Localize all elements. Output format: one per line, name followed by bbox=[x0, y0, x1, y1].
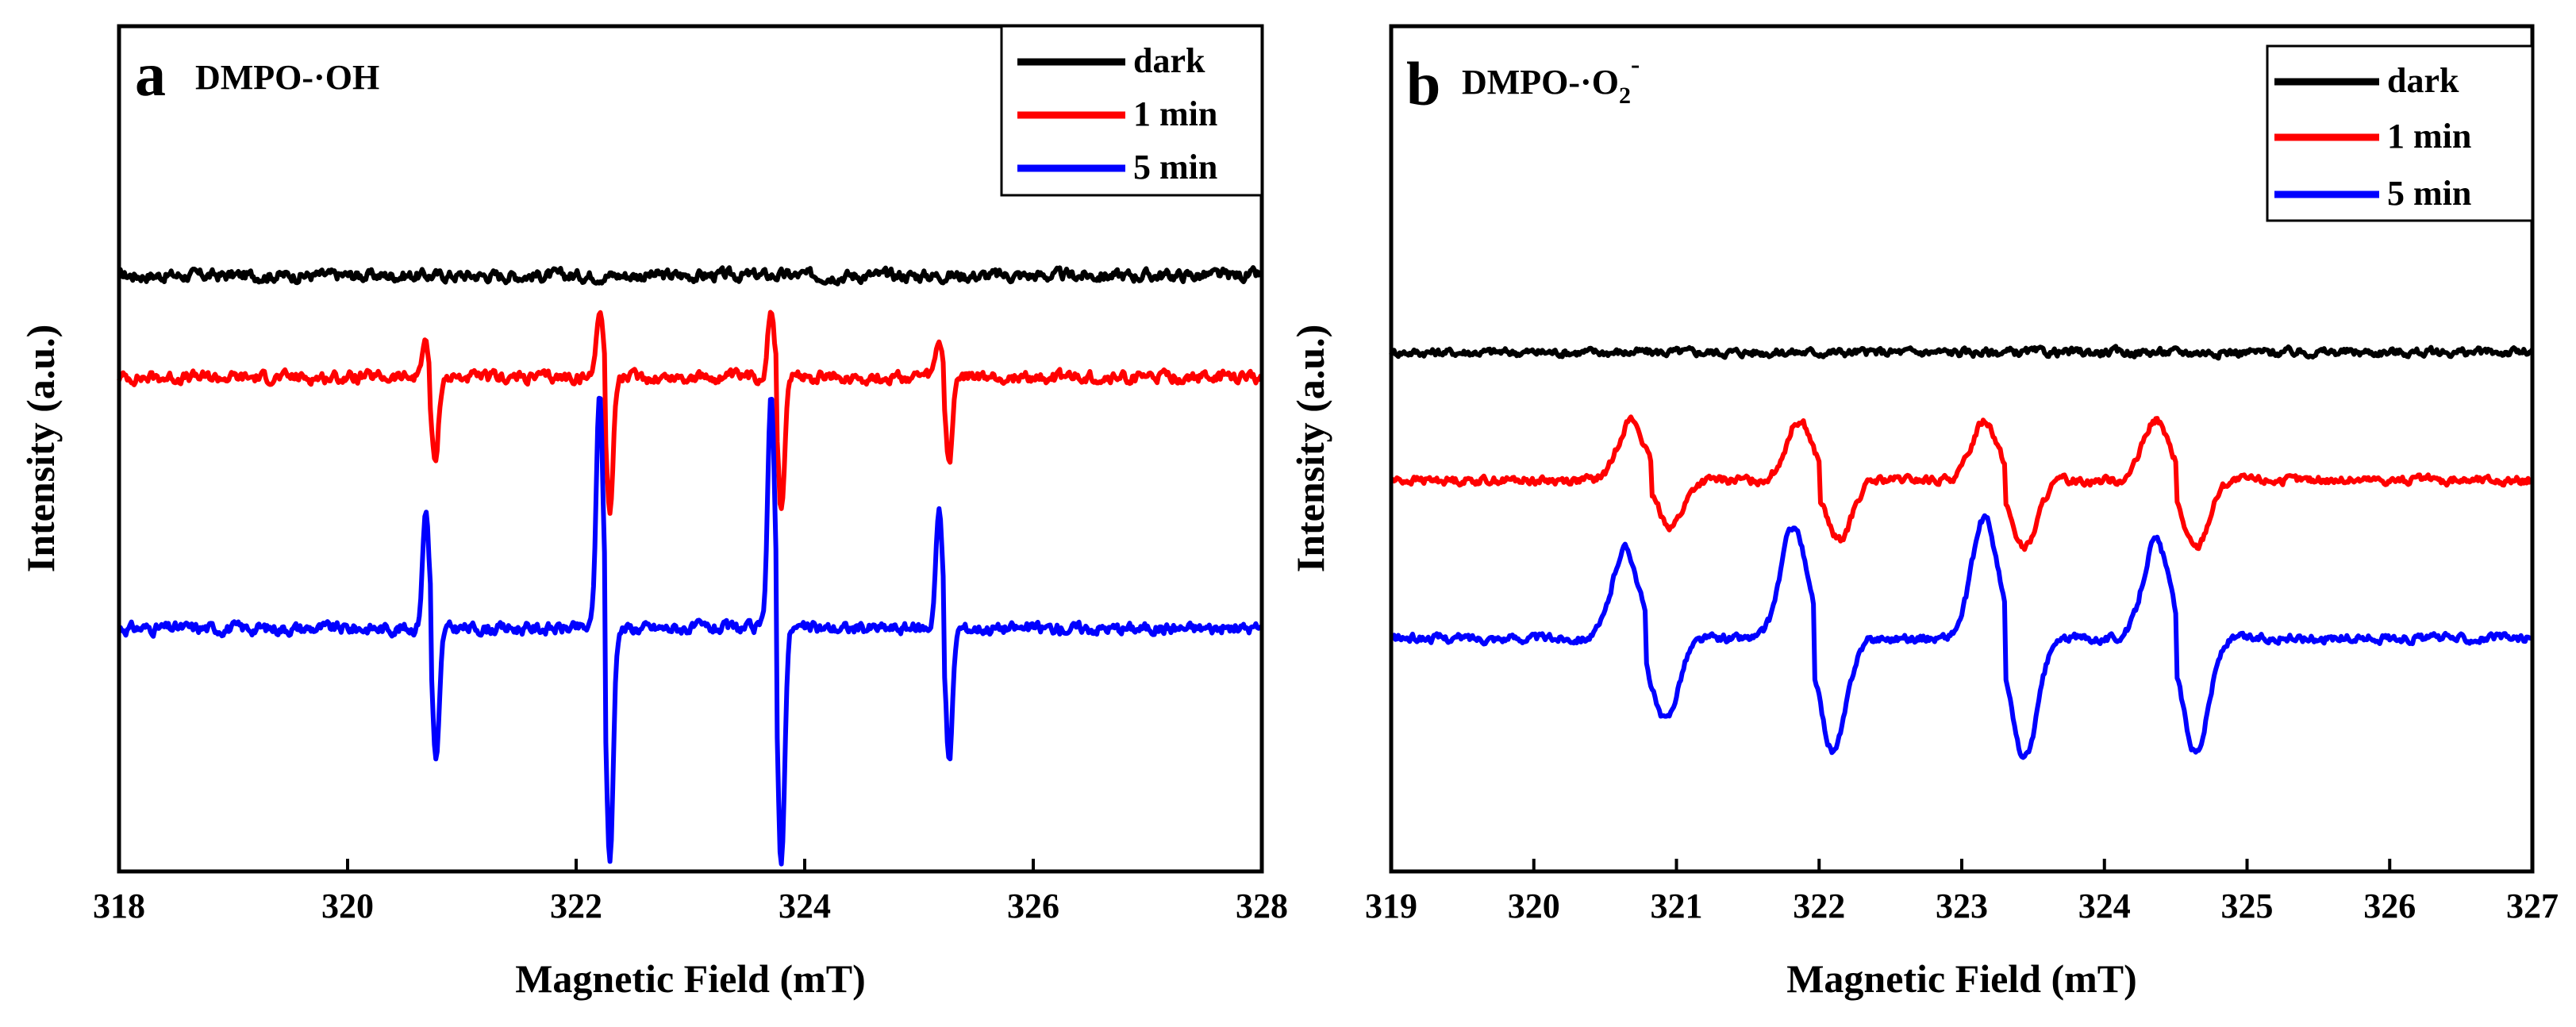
x-tick-label: 318 bbox=[93, 887, 145, 925]
panel-b-xlabel: Magnetic Field (mT) bbox=[1786, 956, 2137, 1001]
x-tick-label: 324 bbox=[779, 887, 831, 925]
legend-a-label-dark: dark bbox=[1133, 41, 1205, 80]
x-tick-label: 327 bbox=[2506, 887, 2559, 925]
legend-a-label-5min: 5 min bbox=[1133, 148, 1217, 187]
panel-b-series-5min bbox=[1390, 513, 2535, 760]
x-tick-label: 319 bbox=[1365, 887, 1417, 925]
panel-b: 319 320 321 322 323 324 325 326 327 b DMPO-·O2- … bbox=[1288, 24, 2559, 1001]
x-tick-label: 320 bbox=[321, 887, 374, 925]
x-tick-label: 323 bbox=[1936, 887, 1988, 925]
x-tick-label: 322 bbox=[1793, 887, 1845, 925]
legend-b-label-5min: 5 min bbox=[2387, 174, 2471, 213]
panel-a-series bbox=[117, 265, 1264, 867]
panel-a-title: DMPO-·OH bbox=[195, 58, 379, 97]
legend-a-label-1min: 1 min bbox=[1133, 94, 1217, 133]
x-tick-label: 322 bbox=[550, 887, 602, 925]
legend-b-label-dark: dark bbox=[2387, 61, 2459, 100]
panel-b-series-1min bbox=[1389, 414, 2534, 552]
panel-a-xlabel: Magnetic Field (mT) bbox=[515, 956, 866, 1001]
panel-b-ylabel: Intensity (a.u.) bbox=[1288, 325, 1332, 573]
panel-b-legend: dark 1 min 5 min bbox=[2266, 44, 2534, 222]
panel-b-title-main: DMPO-·O bbox=[1462, 63, 1619, 102]
panel-a-label: a bbox=[135, 40, 166, 109]
x-tick-label: 320 bbox=[1508, 887, 1560, 925]
panel-a-frame bbox=[117, 24, 1264, 874]
panel-a-legend: dark 1 min 5 min bbox=[1000, 25, 1263, 197]
x-tick-label: 325 bbox=[2221, 887, 2274, 925]
x-tick-label: 328 bbox=[1236, 887, 1288, 925]
panel-b-title: DMPO-·O2- bbox=[1462, 50, 1640, 109]
panel-a: 318 320 322 324 326 328 a DMPO-·OH dark 1 min… bbox=[18, 24, 1288, 1001]
panel-b-title-sub: 2 bbox=[1619, 83, 1631, 109]
x-tick-label: 326 bbox=[1007, 887, 1059, 925]
panel-a-ticks: 318 320 322 324 326 328 bbox=[93, 859, 1288, 925]
panel-a-series-5min bbox=[117, 395, 1263, 867]
panel-b-title-sup: - bbox=[1631, 50, 1640, 79]
panel-b-series-dark bbox=[1389, 344, 2535, 361]
panel-a-series-1min bbox=[117, 310, 1264, 516]
panel-a-series-dark bbox=[117, 265, 1264, 287]
legend-b-label-1min: 1 min bbox=[2387, 117, 2471, 156]
x-tick-label: 324 bbox=[2078, 887, 2131, 925]
panel-b-series bbox=[1389, 344, 2535, 760]
x-tick-label: 326 bbox=[2363, 887, 2416, 925]
panel-b-ticks: 319 320 321 322 323 324 325 326 327 bbox=[1365, 859, 2559, 925]
x-tick-label: 321 bbox=[1651, 887, 1703, 925]
panel-b-label: b bbox=[1406, 49, 1440, 118]
panel-a-ylabel: Intensity (a.u.) bbox=[18, 325, 63, 573]
panel-a-title-main: DMPO-·OH bbox=[195, 58, 379, 97]
